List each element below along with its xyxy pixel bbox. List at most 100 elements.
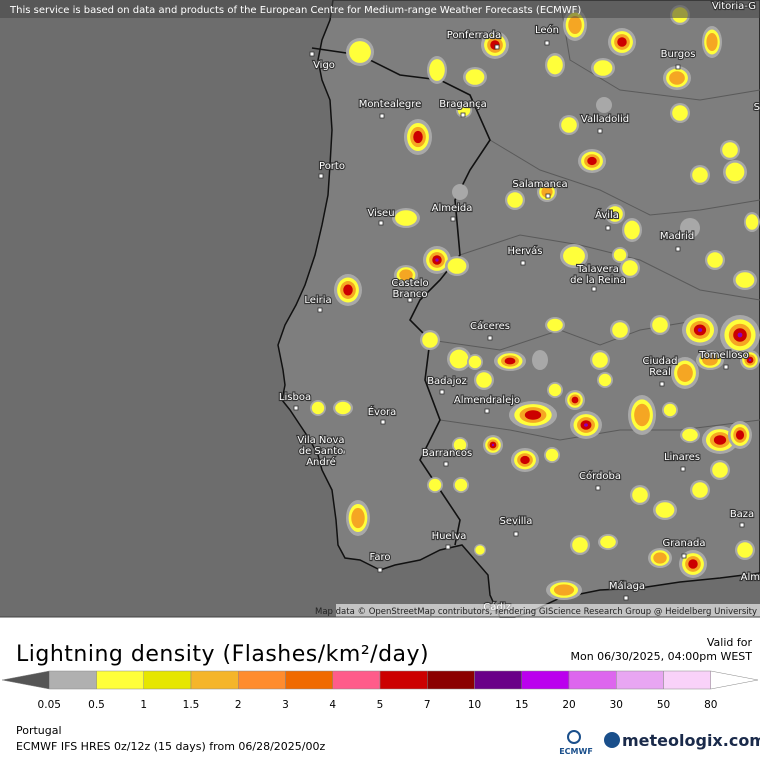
lightning-cell bbox=[568, 16, 582, 34]
lightning-cell bbox=[547, 318, 563, 332]
lightning-cell bbox=[622, 260, 638, 276]
colorbar-bin bbox=[49, 670, 97, 690]
lightning-cell bbox=[465, 69, 485, 85]
place-label: Lisboa bbox=[279, 392, 311, 403]
colorbar-label: 7 bbox=[424, 699, 431, 711]
place-label: Castelo bbox=[391, 278, 428, 289]
place-marker bbox=[484, 408, 490, 414]
colorbar-label: 0.5 bbox=[88, 699, 105, 711]
lightning-cell bbox=[428, 478, 442, 492]
place-label: Córdoba bbox=[579, 470, 621, 482]
place-marker bbox=[378, 220, 384, 226]
place-label: Madrid bbox=[660, 231, 694, 242]
place-label: de la Reina bbox=[570, 275, 626, 286]
colorbar-bin bbox=[238, 670, 286, 690]
place-marker bbox=[380, 419, 386, 425]
region-border bbox=[489, 139, 760, 216]
lightning-cell bbox=[351, 507, 365, 529]
place-label: Tomelloso bbox=[698, 350, 748, 361]
lightning-cell bbox=[737, 332, 743, 338]
place-label: Leiria bbox=[304, 295, 331, 306]
place-label: Porto bbox=[319, 161, 345, 172]
place-marker bbox=[513, 531, 519, 537]
lightning-cell bbox=[707, 252, 723, 268]
lightning-cell bbox=[592, 352, 608, 368]
place-marker bbox=[443, 461, 449, 467]
lightning-cell bbox=[748, 358, 752, 362]
place-marker bbox=[681, 553, 687, 559]
lightning-cell bbox=[547, 55, 563, 75]
ecmwf-logo: ECMWF bbox=[559, 747, 593, 756]
place-label: Baza bbox=[730, 509, 754, 520]
place-label: Valladolid bbox=[581, 114, 629, 125]
attribution: Map data © OpenStreetMap contributors, r… bbox=[315, 607, 757, 617]
colorbar: 0.05 0.5 1 1.5 2 3 4 5 7 10 15 20 30 50 80 bbox=[1, 670, 759, 711]
place-label: Vigo bbox=[313, 60, 335, 71]
colorbar-bin bbox=[1, 670, 50, 690]
lightning-cell bbox=[672, 105, 688, 121]
lightning-cell bbox=[587, 156, 597, 166]
lightning-cell bbox=[593, 60, 613, 76]
place-label: Vila Nova bbox=[297, 435, 344, 446]
lightning-cell bbox=[553, 584, 575, 596]
place-label: Ciudad bbox=[643, 356, 678, 367]
lightning-cell bbox=[688, 559, 698, 569]
place-marker bbox=[377, 567, 383, 573]
notice-bar bbox=[0, 0, 760, 18]
lightning-cell bbox=[545, 448, 559, 462]
place-label: de Santo bbox=[299, 446, 344, 457]
lightning-cell bbox=[624, 220, 640, 240]
lightning-cell bbox=[634, 403, 650, 427]
lightning-cell bbox=[600, 535, 616, 549]
place-label: Branco bbox=[392, 289, 427, 300]
place-label: Salamanca bbox=[512, 179, 567, 190]
lightning-cell bbox=[532, 350, 548, 370]
place-marker bbox=[739, 522, 745, 528]
colorbar-bin bbox=[474, 670, 522, 690]
place-label: Bragança bbox=[439, 99, 487, 110]
lightning-cell bbox=[453, 438, 467, 452]
place-label: Granada bbox=[663, 538, 706, 549]
region-border bbox=[429, 319, 701, 351]
place-label: Viseu bbox=[367, 208, 394, 219]
colorbar-bin bbox=[521, 670, 570, 690]
lightning-cell bbox=[722, 142, 738, 158]
colorbar-label: 20 bbox=[562, 699, 575, 711]
place-marker bbox=[293, 405, 299, 411]
lightning-cell bbox=[435, 258, 439, 262]
place-marker bbox=[379, 113, 385, 119]
colorbar-bin bbox=[427, 670, 475, 690]
lightning-cell bbox=[706, 33, 718, 51]
lightning-cell bbox=[452, 184, 468, 200]
colorbar-bin bbox=[663, 670, 711, 690]
place-marker bbox=[309, 51, 315, 57]
place-label: Barrancos bbox=[422, 448, 472, 459]
colorbar-label: 3 bbox=[282, 699, 289, 711]
colorbar-label: 4 bbox=[329, 699, 336, 711]
place-label: Linares bbox=[664, 452, 700, 463]
lightning-cell bbox=[447, 258, 467, 274]
lightning-cell bbox=[663, 403, 677, 417]
place-labels: Ponferrada León Burgos Vigo Montealegre Braga… bbox=[278, 23, 755, 601]
colorbar-label: 0.05 bbox=[38, 699, 61, 711]
lightning-cell bbox=[311, 401, 325, 415]
colorbar-label: 10 bbox=[468, 699, 481, 711]
place-label: Almeida bbox=[432, 203, 473, 214]
lightning-cell bbox=[725, 162, 745, 182]
place-marker bbox=[445, 544, 451, 550]
lightning-cell bbox=[692, 482, 708, 498]
colorbar-label: 80 bbox=[704, 699, 717, 711]
place-marker bbox=[450, 216, 456, 222]
place-label: Almendralejo bbox=[454, 395, 520, 406]
lightning-cell bbox=[697, 328, 703, 332]
place-label: Montealegre bbox=[359, 99, 422, 110]
colorbar-bin bbox=[143, 670, 192, 690]
place-label: Talavera bbox=[576, 264, 619, 275]
lightning-cell bbox=[680, 218, 700, 238]
edge-label: Alm bbox=[741, 572, 760, 583]
lightning-cell bbox=[737, 542, 753, 558]
place-marker bbox=[317, 307, 323, 313]
place-label: Faro bbox=[370, 552, 391, 563]
region-border bbox=[459, 234, 760, 301]
lightning-cell bbox=[395, 210, 417, 226]
